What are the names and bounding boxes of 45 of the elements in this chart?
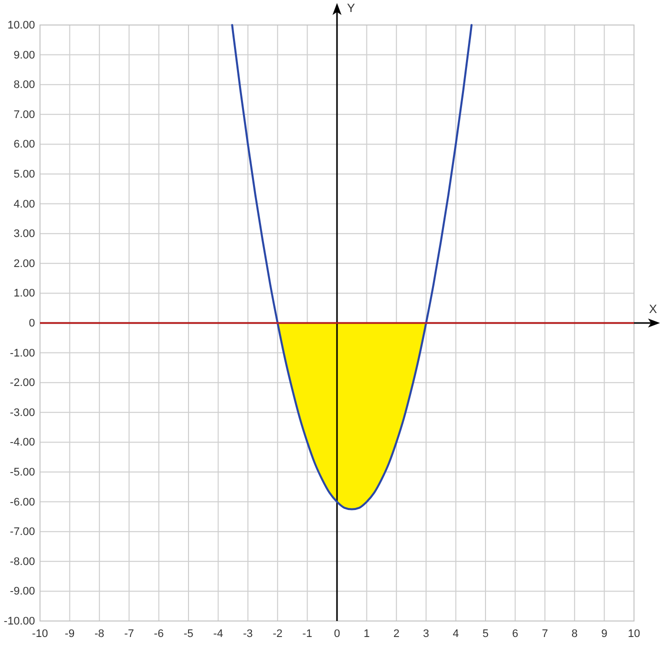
- x-tick-label: -6: [154, 628, 164, 640]
- x-tick-label: -7: [124, 628, 134, 640]
- y-tick-label: 8.00: [14, 79, 35, 92]
- x-tick-label: 0: [334, 628, 340, 640]
- y-tick-label: -3.00: [10, 406, 35, 419]
- y-tick-label: -6.00: [10, 496, 35, 508]
- y-tick-label: 6.00: [14, 138, 35, 151]
- y-tick-label: 2.00: [14, 258, 35, 270]
- x-tick-label: -9: [64, 628, 75, 640]
- y-tick-label: -1.00: [10, 347, 35, 360]
- x-tick-label: -2: [272, 628, 282, 640]
- x-tick-label: -3: [243, 628, 253, 640]
- x-tick-label: 10: [628, 628, 640, 640]
- y-tick-label: 5.00: [14, 168, 35, 181]
- x-tick-label: 9: [601, 628, 608, 640]
- x-tick-label: 8: [572, 628, 578, 640]
- x-tick-label: -4: [213, 628, 224, 640]
- y-tick-label: -10.00: [4, 616, 35, 628]
- y-tick-label: -7.00: [10, 526, 35, 538]
- y-tick-label: -5.00: [10, 466, 35, 479]
- x-tick-label: 5: [482, 628, 489, 640]
- y-tick-label: -9.00: [10, 586, 35, 598]
- line-series: [231, 24, 473, 510]
- x-tick-label: -8: [94, 628, 104, 640]
- y-tick-label: 0: [28, 318, 35, 330]
- y-tick-label: 7.00: [14, 108, 35, 121]
- y-axis-title: Y: [346, 1, 356, 15]
- y-tick-label: 10.00: [7, 20, 35, 32]
- x-tick-label: -1: [302, 628, 312, 640]
- y-tick-label: -2.00: [10, 377, 35, 390]
- x-tick-label: 4: [452, 628, 459, 640]
- y-tick-label: 4.00: [14, 198, 35, 210]
- x-tick-label: 1: [364, 628, 370, 640]
- y-tick-label: 9.00: [14, 49, 35, 62]
- x-axis-title: X: [648, 302, 658, 316]
- y-tick-label: 3.00: [14, 228, 35, 240]
- x-tick-label: 2: [393, 628, 400, 640]
- y-tick-label: 1.00: [14, 288, 35, 300]
- x-tick-label: -5: [184, 628, 194, 640]
- x-tick-label: -10: [32, 628, 48, 640]
- y-tick-label: -8.00: [10, 556, 35, 568]
- x-tick-label: 3: [423, 628, 430, 640]
- x-tick-label: 7: [542, 628, 548, 640]
- y-tick-label: -4.00: [10, 436, 35, 449]
- x-tick-label: 6: [512, 628, 518, 640]
